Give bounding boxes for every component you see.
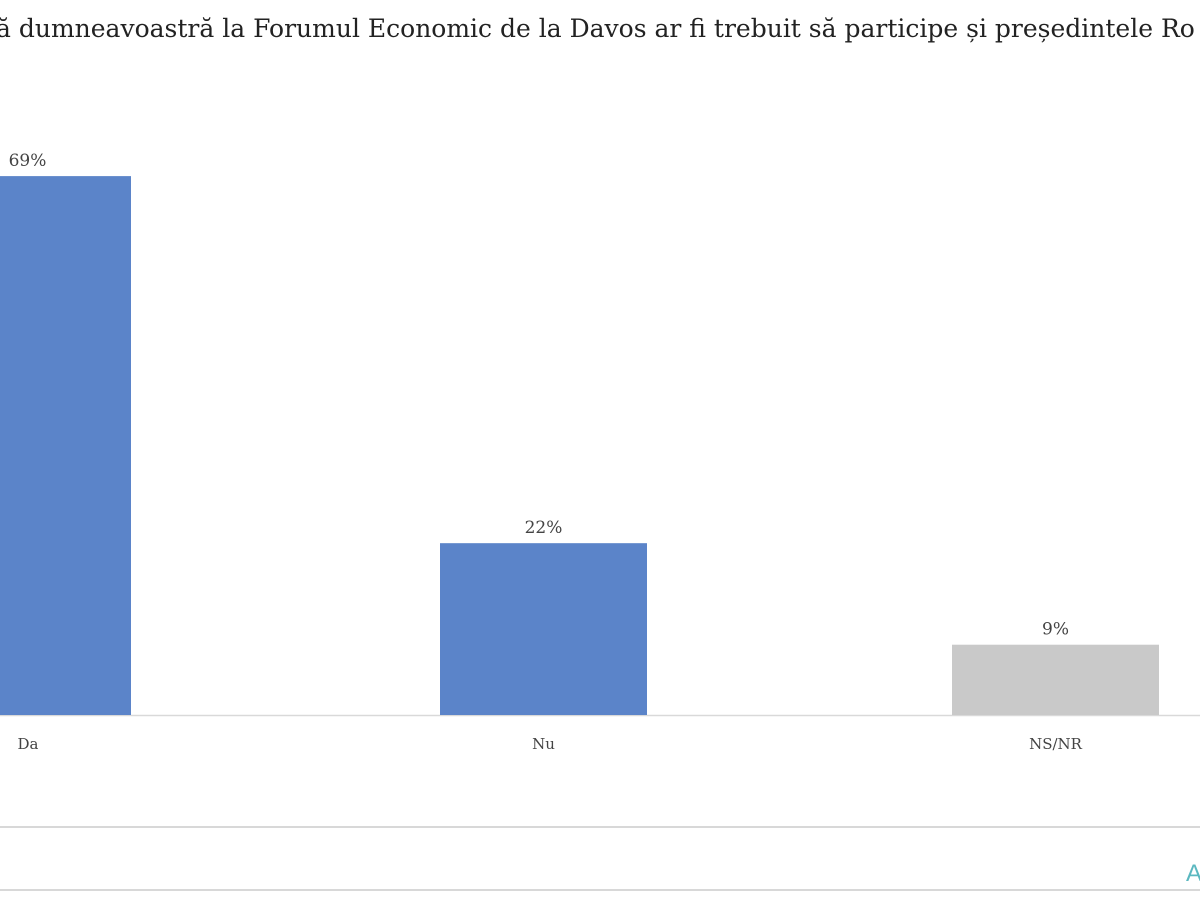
category-label: Da [18,735,39,753]
bar-ns-nr [952,644,1159,715]
source-logo: A [1186,860,1200,887]
divider [0,889,1200,891]
bar-nu [440,543,647,715]
data-label: 22% [525,518,563,538]
chart-title: ă dumneavoastră la Forumul Economic de l… [0,14,1195,43]
data-label: 69% [9,151,47,171]
category-label: Nu [532,735,555,753]
category-label: NS/NR [1029,735,1083,753]
divider [0,826,1200,828]
data-label: 9% [1042,620,1069,640]
bar-da [0,176,131,716]
